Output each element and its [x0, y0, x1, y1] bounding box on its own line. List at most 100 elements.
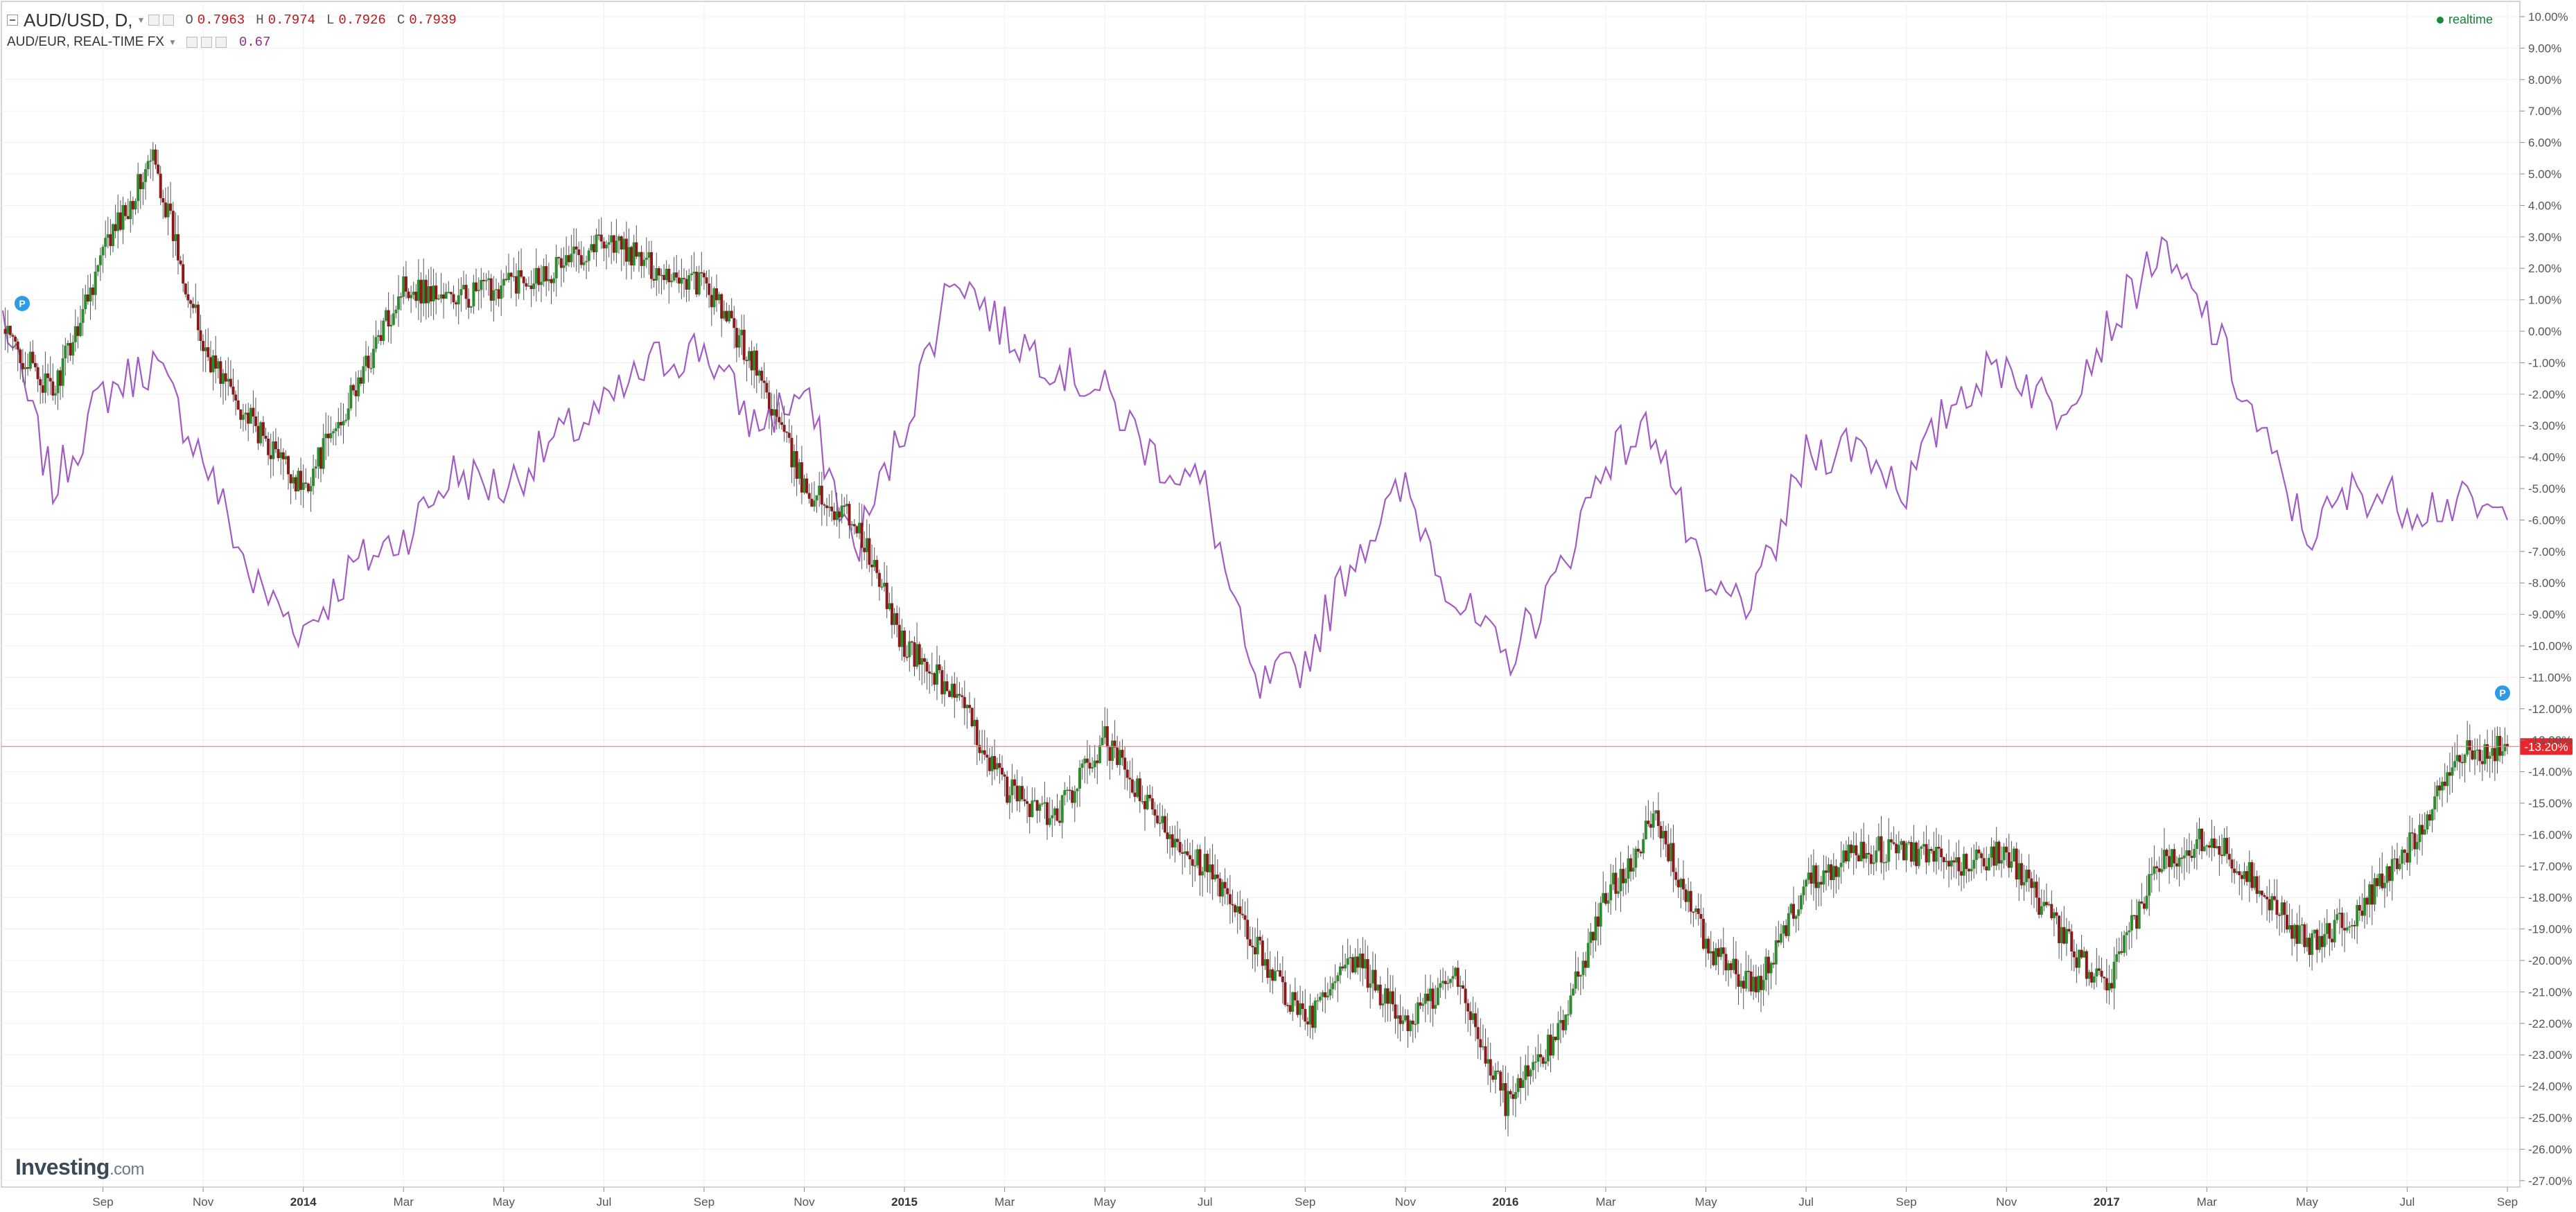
candle-body [389, 324, 393, 327]
candle-body [1093, 760, 1096, 767]
candle-body [983, 750, 986, 755]
y-tick-label: -20.00% [2528, 954, 2572, 967]
candle-body [705, 277, 708, 283]
candle-body [1949, 860, 1953, 867]
candle-body [793, 451, 796, 468]
candle-body [322, 438, 325, 469]
settings-icon[interactable] [186, 37, 198, 48]
candle-body [1311, 1005, 1315, 1028]
candle-body [1782, 925, 1785, 934]
candle-body [1471, 1013, 1475, 1020]
candle-body [1487, 1059, 1490, 1064]
candle-body [349, 385, 353, 409]
candle-body [2182, 855, 2186, 859]
visibility-icon[interactable] [200, 37, 212, 48]
x-tick-label: Sep [2497, 1195, 2518, 1209]
candle-body [559, 258, 563, 268]
candle-body [2390, 859, 2394, 881]
candlestick-series [3, 142, 2509, 1136]
collapse-legend-icon[interactable] [7, 15, 18, 26]
chevron-down-icon[interactable]: ▼ [168, 37, 177, 47]
settings-icon[interactable] [148, 15, 160, 26]
candle-body [1985, 866, 1988, 870]
candle-body [1742, 981, 1745, 989]
candle-body [505, 279, 508, 281]
candle-body [1512, 1094, 1515, 1099]
x-tick-label: 2016 [1492, 1195, 1518, 1209]
candle-body [737, 335, 741, 348]
candle-body [2383, 883, 2386, 888]
candle-body [2313, 929, 2316, 933]
candle-body [855, 526, 859, 534]
candle-body [79, 322, 82, 336]
candle-body [144, 169, 147, 182]
candle-body [475, 282, 477, 292]
y-tick-label: -4.00% [2528, 451, 2566, 464]
candle-body [865, 538, 868, 552]
candle-body [89, 287, 92, 302]
candle-body [1414, 1024, 1417, 1026]
candle-body [950, 683, 954, 697]
candle-body [1707, 938, 1710, 954]
candle-body [209, 357, 212, 373]
candle-body [2423, 829, 2426, 835]
candle-body [577, 249, 581, 256]
candle-body [1226, 888, 1229, 895]
candle-body [1046, 802, 1049, 825]
candle-body [798, 462, 801, 479]
candle-body [1246, 920, 1250, 940]
candle-body [1644, 820, 1647, 840]
candle-body [342, 421, 345, 425]
candle-body [2033, 881, 2035, 888]
candle-body [367, 355, 370, 368]
candle-body [2090, 972, 2094, 983]
candle-body [1238, 906, 1242, 914]
candle-body [384, 310, 387, 321]
candle-body [2062, 926, 2066, 944]
candle-body [1273, 971, 1277, 981]
candle-body [1604, 893, 1607, 904]
candle-body [1369, 983, 1372, 988]
candle-body [1499, 1071, 1502, 1091]
candle-body [1351, 957, 1354, 973]
candle-body [1704, 938, 1708, 949]
candle-body [1589, 931, 1593, 943]
candle-body [1040, 803, 1044, 805]
candle-body [56, 370, 60, 394]
candle-body [1699, 914, 1703, 919]
candle-body [620, 236, 623, 250]
candle-body [1792, 904, 1795, 919]
event-marker-icon[interactable] [15, 296, 30, 311]
candle-body [1822, 870, 1825, 885]
candle-body [790, 437, 794, 468]
visibility-icon[interactable] [163, 15, 175, 26]
candle-body [2007, 852, 2010, 868]
main-series-legend[interactable]: AUD/USD, D, ▼ O 0.7963 H 0.7974 L 0.7926… [7, 10, 457, 30]
candle-body [126, 216, 130, 220]
main-symbol-label[interactable]: AUD/USD, D, [24, 9, 133, 30]
compare-symbol-label[interactable]: AUD/EUR, REAL-TIME FX [7, 35, 164, 49]
candle-body [1557, 1023, 1560, 1040]
candle-body [2451, 767, 2454, 776]
candle-body [2253, 876, 2256, 888]
candle-body [76, 326, 80, 336]
compare-series-legend[interactable]: AUD/EUR, REAL-TIME FX ▼ 0.67 [7, 32, 270, 53]
candle-body [1221, 881, 1224, 897]
chevron-down-icon[interactable]: ▼ [137, 15, 146, 25]
candle-body [1496, 1071, 1500, 1072]
candle-body [1191, 859, 1194, 866]
candle-body [394, 309, 398, 314]
candle-body [1396, 1015, 1399, 1019]
event-marker-icon[interactable] [2495, 685, 2510, 701]
candle-body [277, 449, 280, 458]
candle-body [961, 695, 964, 697]
candle-body [1922, 844, 1925, 847]
candle-body [1053, 808, 1056, 816]
candle-body [1709, 951, 1712, 954]
candle-body [1834, 866, 1838, 877]
candle-body [708, 283, 711, 295]
close-icon[interactable] [215, 37, 227, 48]
